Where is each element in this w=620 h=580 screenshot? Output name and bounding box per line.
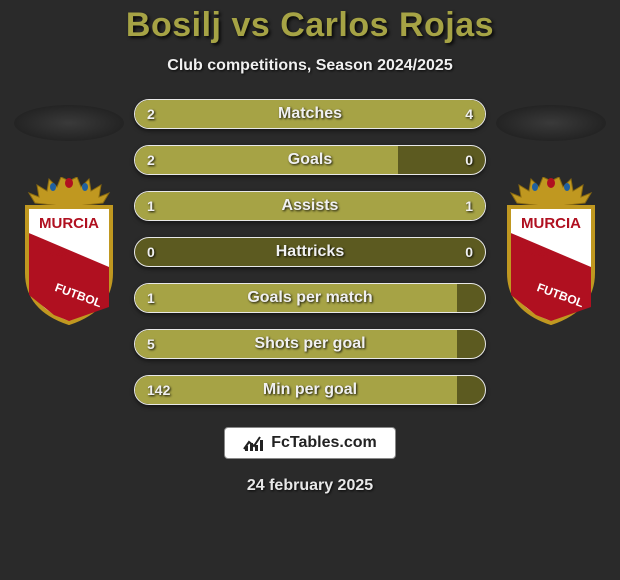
club-crest-icon: MURCIA CLUB FUTBOL — [501, 177, 601, 325]
footer: FcTables.com — [0, 427, 620, 459]
left-club-badge: MURCIA — [19, 177, 119, 325]
badge-top-text: MURCIA — [521, 215, 581, 232]
stat-bar: 0 Hattricks 0 — [134, 237, 486, 267]
right-shadow-ellipse — [496, 105, 606, 141]
stat-label: Hattricks — [135, 238, 485, 266]
stat-bar: 142 Min per goal — [134, 375, 486, 405]
stat-label: Assists — [135, 192, 485, 220]
stat-bar: 2 Goals 0 — [134, 145, 486, 175]
club-crest-icon: MURCIA — [19, 177, 119, 325]
badge-top-text: MURCIA — [39, 215, 99, 232]
comparison-card: Bosilj vs Carlos Rojas Club competitions… — [0, 0, 620, 580]
stat-right-value: 0 — [465, 238, 473, 266]
body-row: MURCIA — [0, 99, 620, 405]
subtitle: Club competitions, Season 2024/2025 — [0, 57, 620, 75]
stat-label: Shots per goal — [135, 330, 485, 358]
stat-bar: 5 Shots per goal — [134, 329, 486, 359]
stat-right-value: 0 — [465, 146, 473, 174]
left-side: MURCIA — [8, 99, 130, 405]
chart-icon — [243, 434, 265, 452]
stat-label: Goals — [135, 146, 485, 174]
brand-text: FcTables.com — [271, 434, 377, 452]
stat-right-value: 4 — [465, 100, 473, 128]
right-club-badge: MURCIA CLUB FUTBOL — [501, 177, 601, 325]
stat-right-value: 1 — [465, 192, 473, 220]
stat-bar: 2 Matches 4 — [134, 99, 486, 129]
stat-label: Goals per match — [135, 284, 485, 312]
stat-label: Min per goal — [135, 376, 485, 404]
stat-bar: 1 Goals per match — [134, 283, 486, 313]
stat-label: Matches — [135, 100, 485, 128]
stat-bars: 2 Matches 4 2 Goals 0 1 Assists 1 — [134, 99, 486, 405]
date-text: 24 february 2025 — [0, 477, 620, 495]
page-title: Bosilj vs Carlos Rojas — [0, 6, 620, 45]
left-shadow-ellipse — [14, 105, 124, 141]
right-side: MURCIA CLUB FUTBOL — [490, 99, 612, 405]
brand-link[interactable]: FcTables.com — [224, 427, 396, 459]
stat-bar: 1 Assists 1 — [134, 191, 486, 221]
